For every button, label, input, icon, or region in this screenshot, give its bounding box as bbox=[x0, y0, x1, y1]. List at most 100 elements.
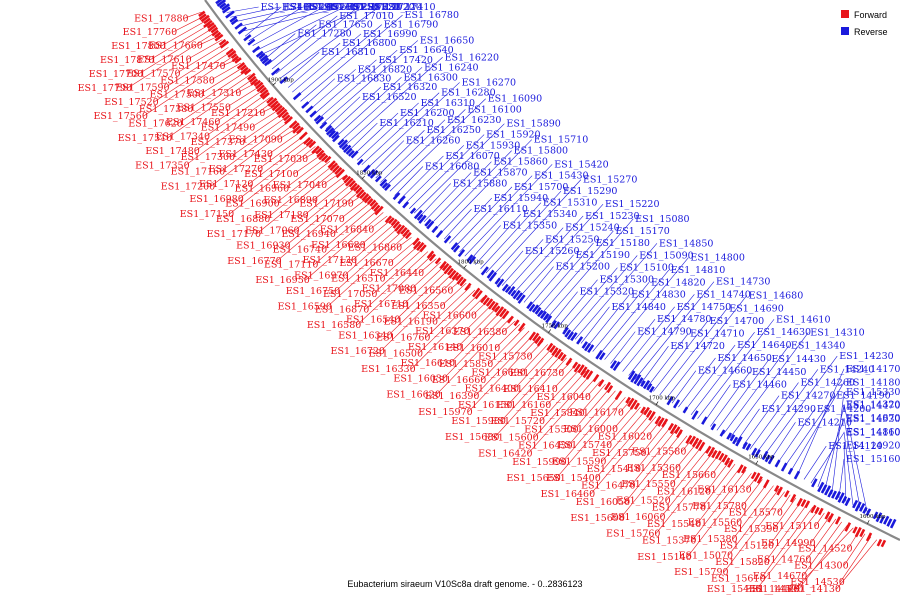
reverse-feature bbox=[332, 134, 340, 143]
reverse-feature bbox=[328, 129, 336, 138]
forward-feature bbox=[614, 390, 623, 401]
gene-label-reverse: ES1_14270 bbox=[781, 391, 835, 402]
forward-feature bbox=[283, 114, 291, 122]
reverse-connector bbox=[413, 123, 505, 214]
reverse-connector bbox=[394, 166, 424, 196]
forward-connector bbox=[178, 74, 251, 124]
gene-label-forward: ES1_15070 bbox=[679, 550, 733, 561]
gene-label-forward: ES1_16430 bbox=[518, 441, 572, 452]
gene-label-reverse: ES1_15180 bbox=[595, 238, 649, 249]
forward-connector bbox=[372, 247, 425, 295]
gene-label-reverse: ES1_14210 bbox=[797, 417, 851, 428]
reverse-connector bbox=[343, 57, 443, 148]
gene-label-reverse: ES1_15920 bbox=[486, 130, 540, 141]
forward-feature bbox=[494, 305, 501, 313]
reverse-connector bbox=[264, 33, 296, 60]
gene-label-forward: ES1_17100 bbox=[244, 169, 298, 180]
gene-label-forward: ES1_17570 bbox=[126, 69, 180, 80]
forward-connector bbox=[636, 426, 672, 470]
forward-feature bbox=[676, 429, 683, 439]
forward-connector bbox=[164, 47, 229, 88]
gene-label-forward: ES1_17090 bbox=[228, 135, 282, 146]
forward-feature bbox=[865, 532, 873, 542]
reverse-feature bbox=[350, 150, 359, 159]
forward-connector bbox=[275, 161, 331, 204]
reverse-feature bbox=[510, 289, 517, 297]
forward-feature bbox=[361, 193, 370, 202]
forward-feature bbox=[255, 81, 264, 90]
reverse-feature bbox=[824, 485, 832, 496]
gene-label-forward: ES1_17460 bbox=[166, 117, 220, 128]
gene-label-reverse: ES1_14110 bbox=[846, 428, 900, 439]
forward-connector bbox=[304, 179, 349, 216]
gene-label-forward: ES1_16160 bbox=[497, 400, 551, 411]
gene-label-forward: ES1_16350 bbox=[391, 301, 445, 312]
forward-feature bbox=[218, 39, 227, 46]
legend-label-forward: Forward bbox=[854, 10, 887, 20]
gene-label-forward: ES1_15370 bbox=[642, 536, 696, 547]
gene-label-forward: ES1_15450 bbox=[707, 584, 761, 595]
gene-label-forward: ES1_17180 bbox=[254, 210, 308, 221]
reverse-feature bbox=[452, 244, 461, 253]
forward-feature bbox=[211, 29, 220, 37]
reverse-connector bbox=[454, 186, 513, 248]
forward-feature bbox=[443, 264, 452, 275]
gene-label-forward: ES1_16900 bbox=[225, 199, 279, 210]
forward-connector bbox=[507, 350, 558, 405]
reverse-feature bbox=[598, 352, 606, 361]
reverse-connector bbox=[443, 208, 472, 240]
forward-feature bbox=[582, 369, 590, 379]
gene-label-reverse: ES1_15290 bbox=[563, 186, 617, 197]
reverse-feature bbox=[691, 410, 699, 420]
reverse-connector bbox=[370, 140, 405, 174]
gene-label-forward: ES1_16960 bbox=[235, 184, 289, 195]
gene-label-reverse: ES1_14120 bbox=[828, 441, 882, 452]
gene-label-forward: ES1_16540 bbox=[346, 315, 400, 326]
forward-feature bbox=[370, 202, 379, 210]
gene-label-forward: ES1_16030 bbox=[393, 374, 447, 385]
forward-feature bbox=[499, 308, 507, 318]
forward-connector bbox=[514, 347, 553, 389]
forward-feature bbox=[335, 168, 345, 179]
gene-label-reverse: ES1_17320 bbox=[345, 2, 399, 13]
gene-label-reverse: ES1_16520 bbox=[362, 92, 416, 103]
reverse-feature bbox=[566, 331, 574, 340]
gene-label-forward: ES1_17520 bbox=[104, 97, 158, 108]
gene-label-forward: ES1_15120 bbox=[720, 540, 774, 551]
reverse-connector bbox=[375, 130, 425, 179]
reverse-connector bbox=[357, 102, 419, 161]
gene-label-forward: ES1_16620 bbox=[386, 390, 440, 401]
reverse-feature bbox=[362, 164, 371, 173]
feature-blocks bbox=[198, 0, 897, 548]
gene-label-forward: ES1_17060 bbox=[245, 225, 299, 236]
forward-feature bbox=[536, 337, 545, 347]
forward-connector bbox=[364, 251, 429, 310]
reverse-feature bbox=[369, 169, 379, 179]
reverse-feature bbox=[831, 490, 837, 499]
gene-label-forward: ES1_15740 bbox=[558, 440, 612, 451]
reverse-feature bbox=[341, 143, 349, 151]
forward-feature bbox=[585, 370, 594, 380]
reverse-connector bbox=[563, 267, 618, 332]
gene-label-forward: ES1_17340 bbox=[156, 131, 210, 142]
forward-feature bbox=[456, 276, 464, 285]
reverse-feature bbox=[780, 462, 788, 472]
reverse-connector bbox=[634, 281, 715, 380]
forward-feature bbox=[657, 417, 665, 427]
reverse-feature bbox=[844, 497, 851, 507]
forward-connector bbox=[502, 320, 516, 333]
gene-label-forward: ES1_15590 bbox=[552, 456, 606, 467]
forward-feature bbox=[413, 240, 422, 250]
reverse-connector bbox=[404, 145, 465, 205]
reverse-connector bbox=[325, 96, 361, 129]
reverse-feature bbox=[504, 286, 512, 294]
gene-label-forward: ES1_15610 bbox=[711, 574, 765, 585]
reverse-connector bbox=[334, 77, 402, 139]
reverse-feature bbox=[673, 399, 681, 409]
gene-label-forward: ES1_17430 bbox=[218, 149, 272, 160]
gene-label-forward: ES1_15690 bbox=[570, 513, 624, 524]
forward-feature bbox=[654, 415, 662, 425]
gene-label-forward: ES1_16120 bbox=[657, 486, 711, 497]
reverse-feature bbox=[418, 214, 427, 224]
reverse-feature bbox=[761, 450, 769, 461]
